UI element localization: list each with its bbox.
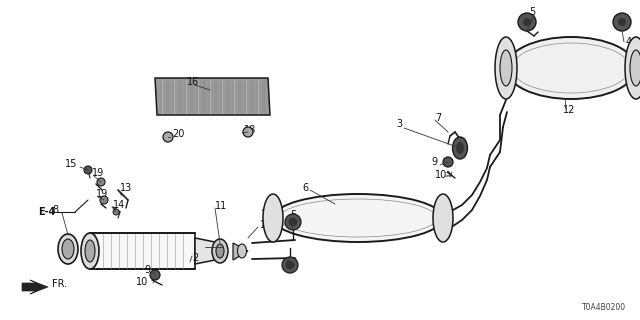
Text: E-4: E-4 xyxy=(38,207,56,217)
Text: 10: 10 xyxy=(136,277,148,287)
Ellipse shape xyxy=(456,142,464,154)
Text: 3: 3 xyxy=(396,119,402,129)
Text: 15: 15 xyxy=(65,159,77,169)
Circle shape xyxy=(150,270,160,280)
Text: 8: 8 xyxy=(52,205,58,215)
Circle shape xyxy=(282,257,298,273)
Text: 14: 14 xyxy=(113,200,125,210)
Ellipse shape xyxy=(263,194,283,242)
Polygon shape xyxy=(22,280,48,294)
Text: FR.: FR. xyxy=(52,279,67,289)
Circle shape xyxy=(285,214,301,230)
Ellipse shape xyxy=(273,194,443,242)
Ellipse shape xyxy=(433,194,453,242)
Ellipse shape xyxy=(625,37,640,99)
Text: 1: 1 xyxy=(222,242,228,252)
Text: T0A4B0200: T0A4B0200 xyxy=(582,303,626,313)
Text: 10: 10 xyxy=(435,170,447,180)
Ellipse shape xyxy=(216,244,224,258)
Circle shape xyxy=(97,178,105,186)
Ellipse shape xyxy=(62,239,74,259)
Polygon shape xyxy=(195,238,220,264)
Circle shape xyxy=(618,18,626,26)
Text: 2: 2 xyxy=(192,253,198,263)
Circle shape xyxy=(243,127,253,137)
Text: 6: 6 xyxy=(302,183,308,193)
Text: 13: 13 xyxy=(120,183,132,193)
Text: 16: 16 xyxy=(187,77,199,87)
Circle shape xyxy=(100,196,108,204)
Ellipse shape xyxy=(237,244,246,258)
Ellipse shape xyxy=(58,234,78,264)
Ellipse shape xyxy=(630,50,640,86)
Circle shape xyxy=(113,209,119,215)
Text: 5: 5 xyxy=(290,210,296,220)
Text: 7: 7 xyxy=(435,113,441,123)
Ellipse shape xyxy=(512,43,630,93)
Circle shape xyxy=(84,166,92,174)
Circle shape xyxy=(518,13,536,31)
Polygon shape xyxy=(90,233,195,269)
Circle shape xyxy=(286,261,294,269)
Text: 12: 12 xyxy=(563,105,575,115)
Polygon shape xyxy=(155,78,270,115)
Text: 19: 19 xyxy=(92,168,104,178)
Ellipse shape xyxy=(85,240,95,262)
Text: 4: 4 xyxy=(626,37,632,47)
Circle shape xyxy=(289,218,297,226)
Text: 19: 19 xyxy=(96,189,108,199)
Ellipse shape xyxy=(212,239,228,263)
Text: 9: 9 xyxy=(144,265,150,275)
Circle shape xyxy=(443,157,453,167)
Ellipse shape xyxy=(495,37,517,99)
Ellipse shape xyxy=(500,50,512,86)
Text: 5: 5 xyxy=(283,258,289,268)
Text: 20: 20 xyxy=(172,129,184,139)
Polygon shape xyxy=(233,243,248,260)
Text: 5: 5 xyxy=(529,7,535,17)
Circle shape xyxy=(163,132,173,142)
Ellipse shape xyxy=(452,137,467,159)
Text: 18: 18 xyxy=(244,125,256,135)
Text: 11: 11 xyxy=(215,201,227,211)
Text: 17: 17 xyxy=(260,220,273,230)
Ellipse shape xyxy=(81,233,99,269)
Circle shape xyxy=(613,13,631,31)
Ellipse shape xyxy=(506,37,636,99)
Circle shape xyxy=(523,18,531,26)
Ellipse shape xyxy=(279,199,437,237)
Text: 9: 9 xyxy=(431,157,437,167)
